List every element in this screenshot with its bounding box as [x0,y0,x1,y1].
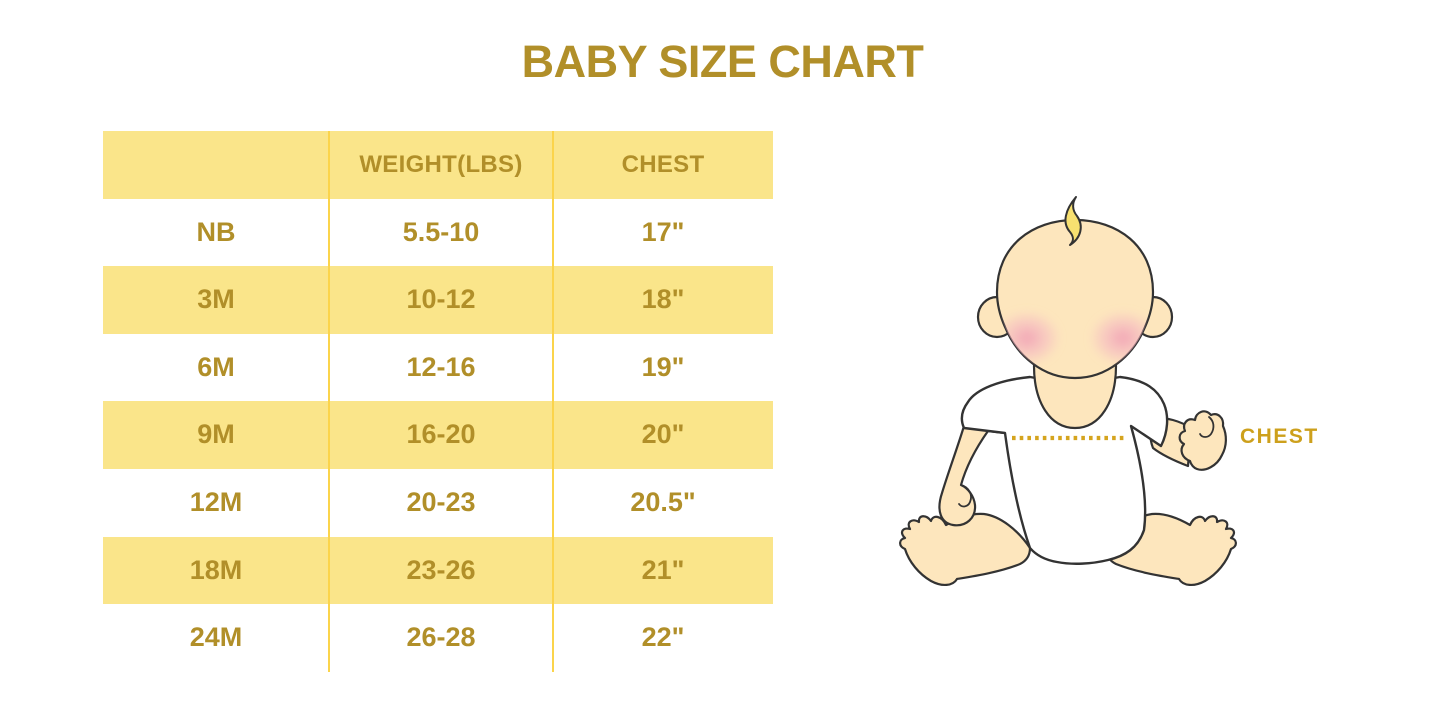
size-cell: 3M [197,284,235,315]
baby-cheek-right [1089,310,1153,366]
chest-cell: 20" [641,419,685,450]
size-cell: 24M [189,622,243,653]
chest-cell: 17" [641,216,685,247]
weight-cell: 12-16 [406,351,476,382]
table-row-9m: 9M 16-20 20" [103,401,773,469]
baby-fist-thumb-line [1199,416,1215,438]
header-chest-cell: CHEST [621,151,705,178]
weight-cell: 5.5-10 [402,216,480,247]
weight-cell: 26-28 [406,622,476,653]
page-title: BABY SIZE CHART [521,36,924,87]
size-cell: NB [196,216,236,247]
table-row-18m: 18M 23-26 21" [103,536,773,605]
size-cell: 12M [189,486,243,517]
header-weight-cell: WEIGHT(LBS) [359,151,523,178]
weight-cell: 23-26 [406,554,476,585]
header-size-cell [103,131,329,199]
table-row-nb: NB 5.5-10 17" [103,198,773,267]
column-divider-line [552,131,554,672]
table-row-24m: 24M 26-28 22" [103,604,773,672]
chest-measurement-label: CHEST [1240,425,1319,448]
baby-hair-tuft [1064,196,1082,246]
size-cell: 18M [189,554,243,585]
baby-illustration [899,196,1237,587]
table-row-3m: 3M 10-12 18" [103,266,773,334]
column-divider-line [328,131,330,672]
weight-cell: 16-20 [406,419,476,450]
chest-cell: 19" [641,351,685,382]
weight-cell: 20-23 [406,486,476,517]
size-cell: 6M [197,351,235,382]
table-row-12m: 12M 20-23 20.5" [103,468,773,537]
weight-cell: 10-12 [406,284,476,315]
chest-cell: 22" [641,622,685,653]
baby-cheek-left [997,310,1061,366]
chest-cell: 21" [641,554,685,585]
chest-cell: 18" [641,284,685,315]
size-cell: 9M [197,419,235,450]
baby-arm-left [938,424,1007,527]
baby-size-table: WEIGHT(LBS) CHEST NB 5.5-10 17" 3M 10-12… [103,131,773,672]
baby-head [995,218,1155,380]
baby-hand-left-finger-line [958,484,972,508]
table-row-6m: 6M 12-16 19" [103,333,773,402]
chest-cell: 20.5" [630,486,696,517]
table-header-row: WEIGHT(LBS) CHEST [103,131,773,199]
